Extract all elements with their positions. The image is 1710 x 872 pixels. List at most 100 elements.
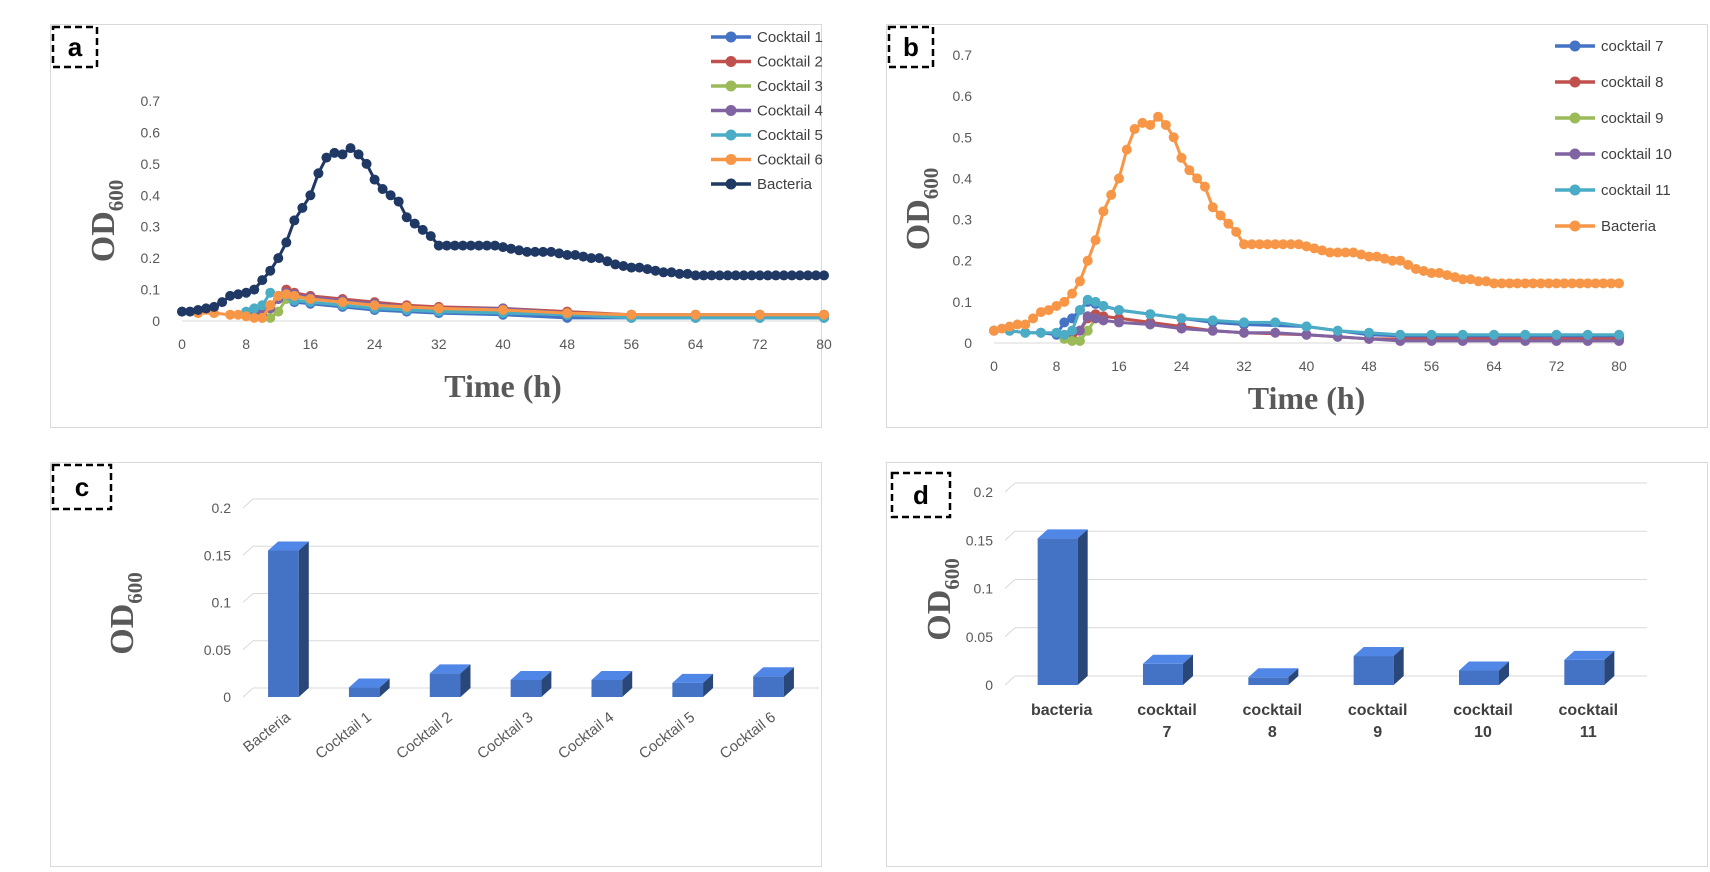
data-point [1332,247,1343,258]
bar-side [1393,647,1404,685]
data-point [433,303,444,314]
bar-side [622,670,633,697]
panel-label-box [887,25,935,69]
y-tick-label: 0.6 [141,124,161,140]
category-label: bacteria [1031,702,1092,719]
legend-label-4: cocktail 10 [1601,146,1672,163]
data-point [514,245,525,256]
category-label: Cocktail 2 [393,709,455,763]
data-point [1504,278,1515,289]
data-point [1035,327,1046,338]
legend-marker-5 [725,129,737,141]
legend-marker-2 [725,56,737,67]
data-point [506,243,517,254]
data-point [273,290,284,301]
data-point [1145,119,1156,130]
y-axis-title-main: OD [104,604,141,655]
x-axis-title: Time (h) [444,368,562,404]
y-tick-label: 0.05 [966,629,993,645]
data-point [233,289,244,300]
data-point [265,265,276,276]
data-point [1387,255,1398,266]
data-point [369,300,380,311]
data-point [1356,249,1367,260]
data-point [433,240,444,251]
data-point [730,270,741,281]
data-point [1457,329,1468,340]
grid-diagonal [1004,530,1016,541]
bar-top [1458,661,1510,671]
data-point [273,306,284,317]
data-point [265,287,276,298]
bar-side [1499,661,1510,685]
legend-marker-4 [725,105,737,116]
panel-label: c [75,472,89,502]
data-point [385,190,396,201]
bar-side [298,541,309,697]
data-point [361,158,372,169]
data-point [1324,247,1335,258]
panel-label-box [890,471,952,519]
data-point [722,270,733,281]
data-point [618,261,629,271]
data-point [1074,305,1085,316]
data-point [377,184,388,194]
data-point [1293,239,1304,250]
bar-front [1142,663,1184,685]
category-label-line: cocktail [1453,702,1513,719]
data-point [498,305,508,315]
data-point [1418,266,1429,276]
data-point [281,289,292,300]
bar-top [510,670,552,680]
data-point [1114,305,1124,316]
y-tick-label: 0.15 [966,532,993,548]
data-point [217,297,228,308]
data-point [658,267,669,278]
data-point [417,224,428,235]
category-label: Bacteria [240,708,294,756]
data-point [297,202,308,213]
data-point [762,270,773,281]
data-point [1004,321,1015,332]
data-point [996,323,1007,334]
grid-diagonal [1004,675,1016,686]
data-point [457,240,468,251]
data-point [1449,272,1460,283]
y-tick-label: 0.1 [212,595,232,611]
series-line-7 [182,146,824,314]
x-tick-label: 8 [242,336,250,352]
bar-front [1248,677,1289,685]
bar-top [268,541,309,551]
bar-side [379,678,390,697]
x-tick-label: 0 [178,336,186,352]
data-point [257,275,268,286]
data-point [666,267,677,278]
data-point [1442,270,1453,281]
data-point [1098,315,1109,326]
data-point [1035,307,1046,318]
data-point [626,309,637,320]
data-point [1434,268,1445,279]
data-point [289,290,300,301]
y-axis-title: OD600 [921,558,964,641]
data-point [1082,311,1093,322]
data-point [1614,329,1624,340]
data-point [1301,329,1312,340]
data-point [1176,313,1187,324]
data-point [562,250,573,260]
panel-label-box [51,463,113,511]
data-point [578,251,589,262]
panel-label: d [913,480,929,510]
legend-label-3: cocktail 9 [1601,110,1664,127]
data-point [1246,239,1257,250]
data-point [353,149,364,160]
x-tick-label: 24 [367,336,383,352]
data-point [1551,278,1562,289]
y-tick-label: 0 [152,313,160,329]
bar-side [783,667,794,697]
data-point [1223,218,1234,229]
category-label-line: 8 [1268,724,1277,741]
legend-marker-6 [1569,220,1581,232]
bar-front [1037,538,1078,685]
